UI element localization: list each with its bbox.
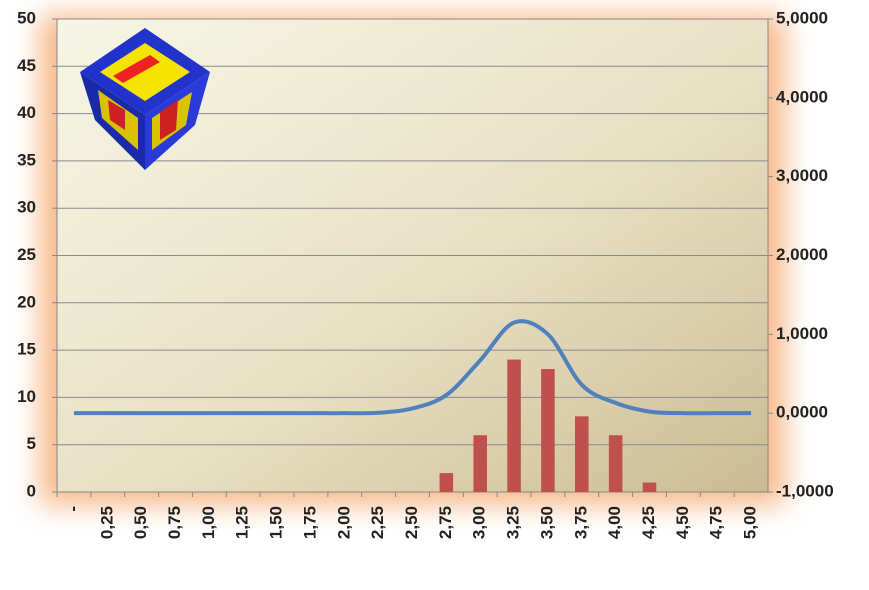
y-tick-label: 0 <box>27 481 36 500</box>
x-tick-label: 4,00 <box>605 506 624 539</box>
x-tick-label: 0,50 <box>131 506 150 539</box>
bar <box>642 482 657 492</box>
x-tick-label: 1,75 <box>300 506 319 539</box>
x-tick-label: 2,75 <box>436 506 455 539</box>
bar <box>473 435 487 492</box>
bar <box>541 369 555 492</box>
y-tick-label: 45 <box>17 56 36 75</box>
x-tick-label: 0,25 <box>97 506 116 539</box>
y2-tick-label: 5,0000 <box>776 8 828 27</box>
x-tick-label: 2,00 <box>334 506 353 539</box>
bar <box>608 435 623 492</box>
x-tick-label: 3,75 <box>571 506 590 539</box>
x-tick-label: 1,50 <box>267 506 286 539</box>
x-tick-label: - <box>63 506 82 512</box>
y-tick-label: 25 <box>17 245 36 264</box>
y2-tick-label: 2,0000 <box>776 245 828 264</box>
y-tick-label: 10 <box>17 387 36 406</box>
y2-tick-label: 1,0000 <box>776 324 828 343</box>
y-tick-label: 20 <box>17 292 36 311</box>
bar <box>439 473 454 492</box>
y-tick-label: 35 <box>17 150 36 169</box>
x-tick-label: 2,50 <box>402 506 421 539</box>
y-tick-label: 50 <box>17 8 36 27</box>
y2-tick-label: 4,0000 <box>776 87 828 106</box>
x-tick-label: 4,75 <box>707 506 726 539</box>
bar <box>575 416 589 492</box>
x-tick-label: 1,25 <box>233 506 252 539</box>
y2-tick-label: 3,0000 <box>776 166 828 185</box>
y-tick-label: 30 <box>17 198 36 217</box>
y-tick-label: 5 <box>27 434 36 453</box>
y-tick-label: 40 <box>17 103 36 122</box>
y2-tick-label: 0,0000 <box>776 403 828 422</box>
x-tick-label: 4,25 <box>639 506 658 539</box>
y2-tick-label: -1,0000 <box>776 481 834 500</box>
y-tick-label: 15 <box>17 340 36 359</box>
x-tick-label: 5,00 <box>741 506 760 539</box>
line <box>73 319 752 416</box>
x-tick-label: 3,00 <box>470 506 489 539</box>
x-tick-label: 3,50 <box>537 506 556 539</box>
x-tick-label: 0,75 <box>165 506 184 539</box>
bar <box>507 359 521 492</box>
dice <box>80 28 210 170</box>
x-tick-label: 4,50 <box>673 506 692 539</box>
x-tick-label: 3,25 <box>504 506 523 539</box>
x-tick-label: 2,25 <box>368 506 387 539</box>
x-tick-label: 1,00 <box>199 506 218 539</box>
